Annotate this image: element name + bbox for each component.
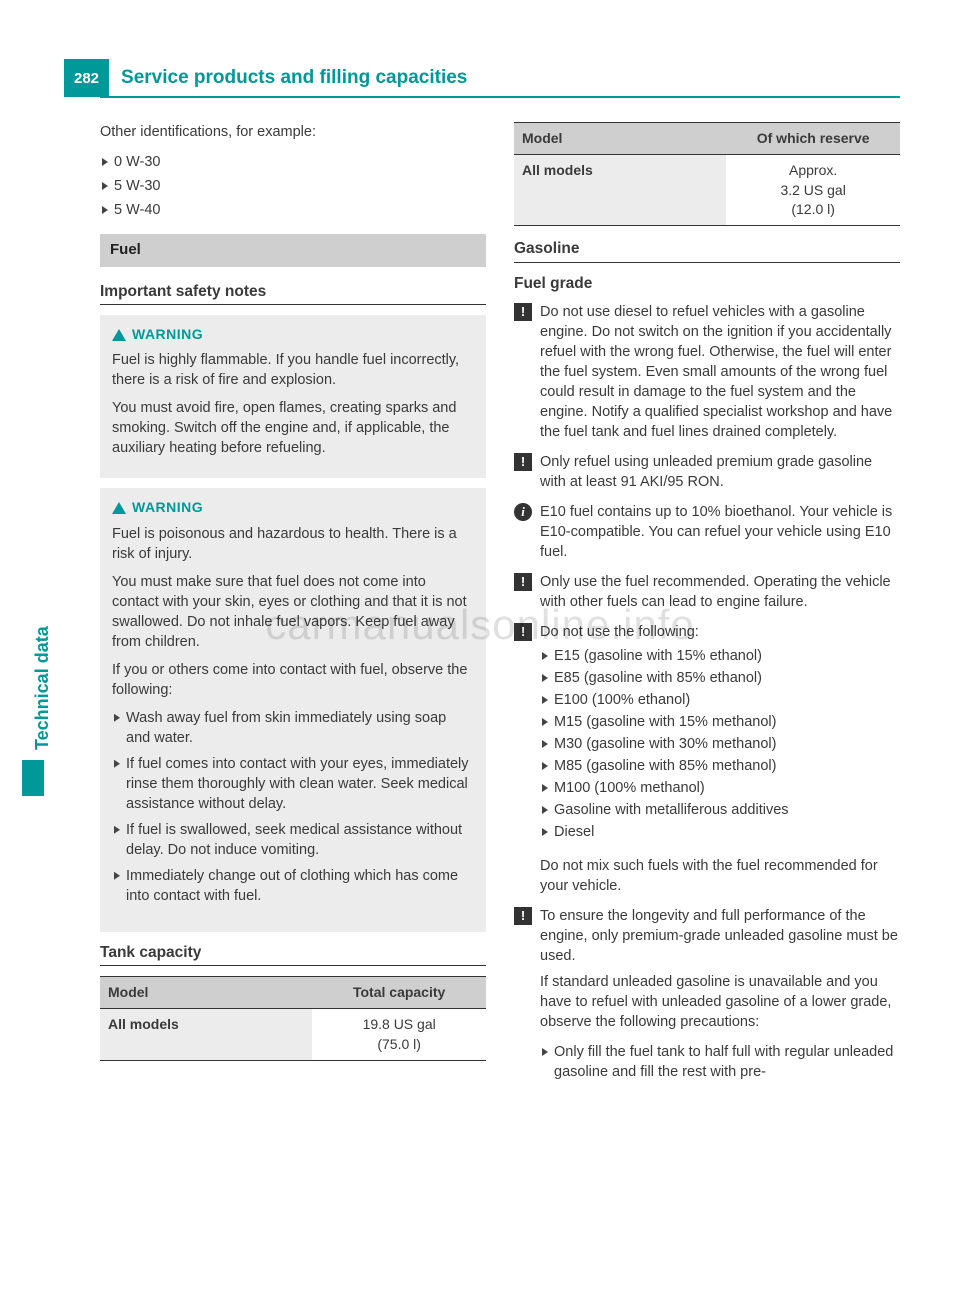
list-item: E85 (gasoline with 85% ethanol) <box>540 668 900 688</box>
caution-note: ! To ensure the longevity and full perfo… <box>514 906 900 966</box>
exclamation-icon: ! <box>514 573 532 591</box>
caution-note: ! Only use the fuel recommended. Operati… <box>514 572 900 612</box>
list-item: If fuel is swallowed, seek medical assis… <box>112 820 474 860</box>
list-item: Only fill the fuel tank to half full wit… <box>540 1042 900 1082</box>
table-cell-model: All models <box>100 1009 312 1061</box>
caution-note: ! Only refuel using unleaded premium gra… <box>514 452 900 492</box>
note-text: Do not use diesel to refuel vehicles wit… <box>540 304 892 440</box>
intro-text: Other identifications, for example: <box>100 122 486 142</box>
list-item: E100 (100% ethanol) <box>540 690 900 710</box>
warning-triangle-icon <box>112 329 126 341</box>
note-text: If standard unleaded gasoline is unavail… <box>540 972 900 1032</box>
side-tab-label: Technical data <box>32 626 53 750</box>
list-item: Diesel <box>540 822 900 842</box>
precaution-list: Only fill the fuel tank to half full wit… <box>540 1042 900 1082</box>
content-columns: Other identifications, for example: 0 W-… <box>100 122 900 1096</box>
list-item: M100 (100% methanol) <box>540 778 900 798</box>
table-cell-model: All models <box>514 155 726 226</box>
table-header-total: Total capacity <box>312 977 486 1009</box>
exclamation-icon: ! <box>514 303 532 321</box>
info-icon: i <box>514 503 532 521</box>
page-number-badge: 282 <box>64 59 109 97</box>
fuel-grade-heading: Fuel grade <box>514 273 900 294</box>
list-item: If fuel comes into contact with your eye… <box>112 754 474 814</box>
viscosity-list: 0 W-30 5 W-30 5 W-40 <box>100 152 486 220</box>
side-tab-block <box>22 760 44 796</box>
list-item: Gasoline with metalliferous additives <box>540 800 900 820</box>
warning-heading: WARNING <box>112 325 474 344</box>
caution-note: ! Do not use the following: <box>514 622 900 642</box>
note-continuation: If standard unleaded gasoline is unavail… <box>514 972 900 1082</box>
note-text: Only use the fuel recommended. Operating… <box>540 574 891 610</box>
note-text: E10 fuel contains up to 10% bioethanol. … <box>540 504 892 560</box>
warning-text: Fuel is poisonous and hazardous to healt… <box>112 524 474 564</box>
table-header-model: Model <box>100 977 312 1009</box>
table-row: Model Of which reserve <box>514 123 900 155</box>
note-text: To ensure the longevity and full perform… <box>540 908 898 964</box>
table-row: All models Approx. 3.2 US gal (12.0 l) <box>514 155 900 226</box>
table-row: All models 19.8 US gal (75.0 l) <box>100 1009 486 1061</box>
gasoline-heading: Gasoline <box>514 238 900 262</box>
warning-text: If you or others come into contact with … <box>112 660 474 700</box>
info-note: i E10 fuel contains up to 10% bioethanol… <box>514 502 900 562</box>
left-column: Other identifications, for example: 0 W-… <box>100 122 486 1096</box>
exclamation-icon: ! <box>514 623 532 641</box>
warning-triangle-icon <box>112 502 126 514</box>
list-item: 5 W-40 <box>100 200 486 220</box>
forbidden-fuels-list: E15 (gasoline with 15% ethanol) E85 (gas… <box>540 646 900 842</box>
note-text: Only refuel using unleaded premium grade… <box>540 454 872 490</box>
table-cell-value: Approx. 3.2 US gal (12.0 l) <box>726 155 900 226</box>
exclamation-icon: ! <box>514 453 532 471</box>
warning-text: Fuel is highly flammable. If you handle … <box>112 350 474 390</box>
list-item: 5 W-30 <box>100 176 486 196</box>
safety-notes-heading: Important safety notes <box>100 281 486 305</box>
table-cell-value: 19.8 US gal (75.0 l) <box>312 1009 486 1061</box>
tank-capacity-table: Model Total capacity All models 19.8 US … <box>100 976 486 1061</box>
list-item: 0 W-30 <box>100 152 486 172</box>
reserve-table: Model Of which reserve All models Approx… <box>514 122 900 226</box>
table-header-reserve: Of which reserve <box>726 123 900 155</box>
warning-text: You must make sure that fuel does not co… <box>112 572 474 652</box>
warning-label: WARNING <box>132 498 203 517</box>
list-item: Immediately change out of clothing which… <box>112 866 474 906</box>
warning-box-2: WARNING Fuel is poisonous and hazardous … <box>100 488 486 931</box>
right-column: Model Of which reserve All models Approx… <box>514 122 900 1096</box>
table-row: Model Total capacity <box>100 977 486 1009</box>
page-header: 282 Service products and filling capacit… <box>100 60 900 98</box>
exclamation-icon: ! <box>514 907 532 925</box>
table-header-model: Model <box>514 123 726 155</box>
tank-capacity-heading: Tank capacity <box>100 942 486 966</box>
list-item: E15 (gasoline with 15% ethanol) <box>540 646 900 666</box>
note-text: Do not mix such fuels with the fuel reco… <box>540 856 900 896</box>
warning-bullet-list: Wash away fuel from skin immediately usi… <box>112 708 474 906</box>
list-item: M30 (gasoline with 30% methanol) <box>540 734 900 754</box>
note-continuation: E15 (gasoline with 15% ethanol) E85 (gas… <box>514 646 900 896</box>
list-item: M85 (gasoline with 85% methanol) <box>540 756 900 776</box>
warning-heading: WARNING <box>112 498 474 517</box>
list-item: M15 (gasoline with 15% methanol) <box>540 712 900 732</box>
fuel-section-bar: Fuel <box>100 234 486 267</box>
caution-note: ! Do not use diesel to refuel vehicles w… <box>514 302 900 442</box>
list-item: Wash away fuel from skin immediately usi… <box>112 708 474 748</box>
warning-text: You must avoid fire, open flames, creati… <box>112 398 474 458</box>
warning-label: WARNING <box>132 325 203 344</box>
note-text: Do not use the following: <box>540 624 699 640</box>
header-title: Service products and filling capacities <box>109 67 467 89</box>
page: 282 Service products and filling capacit… <box>0 0 960 1302</box>
warning-box-1: WARNING Fuel is highly flammable. If you… <box>100 315 486 478</box>
